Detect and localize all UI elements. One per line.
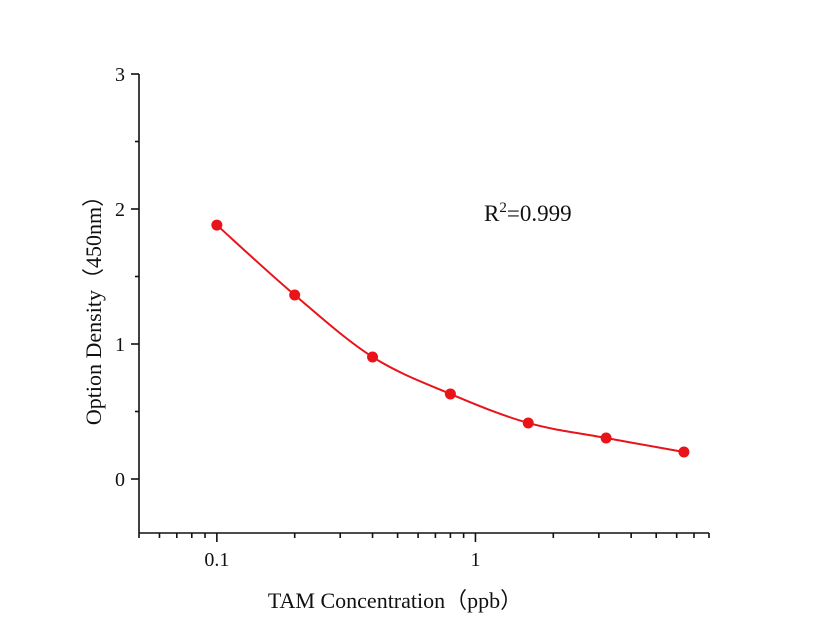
y-tick-label: 1	[115, 334, 125, 356]
x-tick-label: 1	[470, 549, 480, 571]
data-point	[367, 351, 379, 363]
data-point	[678, 446, 690, 458]
r-squared-main: R	[484, 201, 500, 226]
fit-curve	[216, 224, 685, 453]
r-squared-annotation: R2=0.999	[484, 200, 572, 226]
y-axis-title: Option Density（450nm）	[81, 185, 106, 425]
axes: 0 1 2 3 0.1 1	[115, 64, 710, 571]
r-squared-sup: 2	[499, 200, 507, 216]
y-tick-label: 2	[115, 199, 125, 221]
y-tick-label: 0	[115, 469, 125, 491]
data-point	[522, 417, 534, 429]
y-tick-label: 3	[115, 64, 125, 86]
x-tick-label: 0.1	[204, 549, 229, 571]
data-point	[211, 219, 223, 231]
data-point	[444, 388, 456, 400]
r-squared-value: =0.999	[507, 201, 572, 226]
data-point	[289, 289, 301, 301]
x-axis-title: TAM Concentration（ppb）	[268, 588, 522, 613]
points-layer	[211, 219, 690, 458]
fit-curve-layer	[216, 224, 685, 453]
data-point	[600, 432, 612, 444]
